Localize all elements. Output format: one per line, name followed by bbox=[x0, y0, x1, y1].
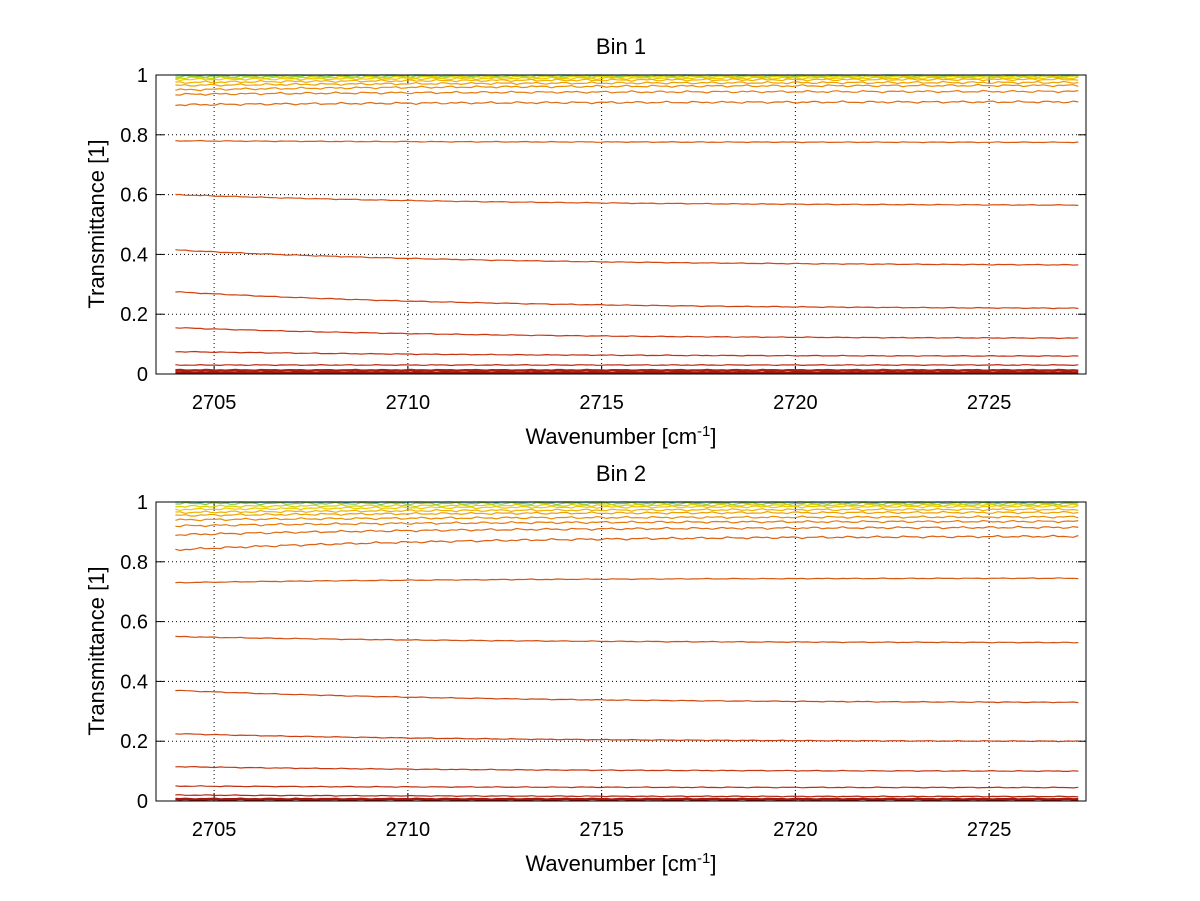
x-tick-label: 2725 bbox=[967, 819, 1012, 841]
y-tick-label: 0.4 bbox=[120, 671, 148, 693]
series-line bbox=[175, 74, 1079, 80]
y-tick-label: 0.8 bbox=[120, 552, 148, 574]
series-line bbox=[175, 193, 1079, 206]
series-line bbox=[175, 510, 1079, 517]
y-tick-label: 1 bbox=[137, 492, 148, 514]
series-line bbox=[175, 534, 1079, 552]
x-tick-label: 2710 bbox=[386, 392, 431, 414]
x-tick-label: 2720 bbox=[773, 819, 818, 841]
series-line bbox=[175, 635, 1079, 644]
series-line bbox=[175, 794, 1079, 798]
series-line bbox=[175, 291, 1079, 310]
x-tick-labels: 2705 2710 2715 2720 2725 bbox=[192, 392, 1012, 414]
series-line bbox=[175, 797, 1079, 801]
plot-area bbox=[156, 75, 1086, 374]
y-axis-label: Transmittance [1] bbox=[84, 566, 109, 735]
x-tick-label: 2715 bbox=[579, 392, 624, 414]
series-line bbox=[175, 368, 1079, 373]
series-line bbox=[175, 733, 1079, 743]
y-tick-label: 0 bbox=[137, 791, 148, 813]
series-line bbox=[175, 501, 1079, 506]
series-line bbox=[175, 327, 1079, 340]
x-tick-label: 2710 bbox=[386, 819, 431, 841]
x-axis-label: Wavenumber [cm-1] bbox=[525, 423, 716, 450]
x-axis-label: Wavenumber [cm-1] bbox=[525, 850, 716, 877]
series-line bbox=[175, 507, 1079, 515]
chart-title: Bin 1 bbox=[596, 34, 646, 59]
series-line bbox=[175, 89, 1079, 96]
series-line bbox=[175, 689, 1079, 704]
series-line bbox=[175, 765, 1079, 773]
series-line bbox=[175, 100, 1079, 107]
series-line bbox=[175, 577, 1079, 584]
x-tick-label: 2720 bbox=[773, 392, 818, 414]
y-axis-label: Transmittance [1] bbox=[84, 139, 109, 308]
series-line bbox=[175, 350, 1079, 358]
y-tick-label: 0.2 bbox=[120, 731, 148, 753]
y-tick-label: 0 bbox=[137, 364, 148, 386]
x-tick-labels: 2705 2710 2715 2720 2725 bbox=[192, 819, 1012, 841]
series-line bbox=[175, 504, 1079, 512]
y-tick-label: 0.2 bbox=[120, 304, 148, 326]
plot-frame bbox=[155, 501, 1087, 802]
series-line bbox=[175, 83, 1079, 92]
x-tick-label: 2725 bbox=[967, 392, 1012, 414]
series-line bbox=[175, 76, 1079, 82]
y-tick-label: 0.6 bbox=[120, 185, 148, 207]
y-tick-label: 0.8 bbox=[120, 125, 148, 147]
series-line bbox=[175, 371, 1079, 375]
x-tick-label: 2705 bbox=[192, 392, 237, 414]
y-tick-labels: 0 0.2 0.4 0.6 0.8 1 bbox=[120, 492, 148, 813]
series-line bbox=[175, 139, 1079, 144]
series-line bbox=[175, 785, 1079, 789]
y-tick-labels: 0 0.2 0.4 0.6 0.8 1 bbox=[120, 65, 148, 386]
series-line bbox=[175, 525, 1079, 537]
series-line bbox=[175, 249, 1079, 266]
series-line bbox=[175, 503, 1079, 508]
series-line bbox=[175, 363, 1079, 367]
plot-area bbox=[156, 502, 1086, 801]
y-tick-label: 0.6 bbox=[120, 612, 148, 634]
panel-bin-1: Bin 1 2705 2710 2715 2720 2725 0 0.2 0.4 0.6 0.8… bbox=[84, 34, 1087, 450]
series-line bbox=[175, 77, 1079, 85]
plot-frame bbox=[155, 74, 1087, 375]
panel-bin-2: Bin 2 2705 2710 2715 2720 2725 0 0.2 0.4 0.6 0.8… bbox=[84, 461, 1087, 877]
x-tick-label: 2705 bbox=[192, 819, 237, 841]
chart-title: Bin 2 bbox=[596, 461, 646, 486]
y-tick-label: 0.4 bbox=[120, 244, 148, 266]
x-tick-label: 2715 bbox=[579, 819, 624, 841]
y-tick-label: 1 bbox=[137, 65, 148, 87]
series-line bbox=[175, 80, 1079, 87]
series-line bbox=[175, 515, 1079, 522]
series-line bbox=[175, 519, 1079, 528]
